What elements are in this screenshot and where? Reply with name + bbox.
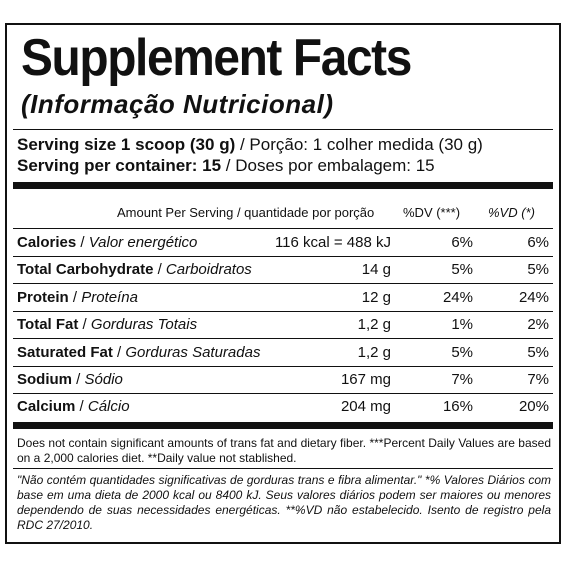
nutrient-name-portuguese: Gorduras Saturadas (125, 343, 261, 361)
nutrient-name-english: Protein (17, 288, 69, 306)
nutrient-name-english: Total Carbohydrate (17, 261, 154, 279)
nutrient-name: Total Fat / Gorduras Totais (17, 316, 197, 334)
footnote-divider (13, 468, 553, 469)
nutrient-name-english: Saturated Fat (17, 343, 113, 361)
header-divider (13, 228, 553, 229)
valor-diario-percent: 6% (527, 234, 549, 251)
divider (13, 129, 553, 130)
nutrient-name-english: Sodium (17, 371, 72, 388)
name-separator: / (112, 343, 126, 361)
nutrient-amount: 1,2 g (357, 343, 391, 361)
nutrient-name: Saturated Fat / Gorduras Saturadas (17, 344, 260, 362)
nutrient-name: Calories / Valor energético (17, 234, 197, 252)
row-divider (13, 393, 553, 394)
nutrient-row: Protein / Proteína 12 g 24% 24% (13, 285, 553, 312)
valor-diario-percent: 24% (518, 288, 549, 306)
name-separator: / (75, 398, 88, 416)
serving-size-translation: / Porção: 1 colher medida (30 g) (235, 135, 483, 154)
daily-value-percent: 5% (451, 261, 473, 279)
row-divider (13, 283, 553, 285)
nutrient-name-portuguese: Proteína (81, 288, 138, 306)
nutrient-amount: 167 mg (340, 371, 391, 388)
name-separator: / (76, 234, 89, 251)
panel-subtitle: (Informação Nutricional) (21, 89, 334, 119)
servings-per-container: Serving per container: 15 / Doses por em… (17, 156, 435, 176)
thick-divider (13, 182, 553, 189)
daily-value-percent: 24% (442, 288, 473, 306)
row-divider (13, 365, 553, 367)
daily-value-percent: 1% (451, 316, 473, 334)
nutrient-row: Total Carbohydrate / Carboidratos 14 g 5% 5… (13, 257, 553, 285)
nutrient-name-english: Total Fat (17, 316, 79, 334)
nutrient-name: Sodium / Sódio (17, 371, 123, 389)
servings-per-container-label: Serving per container: 15 (17, 156, 222, 175)
nutrient-name-portuguese: Cálcio (87, 398, 130, 416)
supplement-facts-panel: Supplement Facts (Informação Nutricional… (5, 23, 561, 544)
serving-size-label: Serving size 1 scoop (30 g) (17, 135, 236, 154)
nutrient-amount: 116 kcal = 488 kJ (274, 234, 391, 251)
name-separator: / (72, 371, 85, 388)
footnote-english: Does not contain significant amounts of … (17, 436, 551, 465)
nutrient-row: Sodium / Sódio 167 mg 7% 7% (13, 367, 553, 394)
valor-diario-percent: 5% (527, 261, 549, 279)
name-separator: / (78, 316, 91, 334)
nutrient-name: Calcium / Cálcio (17, 398, 130, 416)
daily-value-percent: 6% (451, 234, 473, 251)
nutrient-amount: 12 g (361, 288, 391, 306)
dv-header-portuguese: %VD (*) (488, 205, 535, 220)
serving-size: Serving size 1 scoop (30 g) / Porção: 1 … (17, 135, 483, 155)
row-divider (13, 338, 553, 340)
daily-value-percent: 5% (451, 343, 473, 361)
nutrient-name-english: Calcium (17, 398, 76, 416)
nutrient-name-portuguese: Valor energético (88, 234, 198, 251)
daily-value-percent: 7% (451, 371, 473, 388)
nutrient-name-portuguese: Gorduras Totais (90, 316, 198, 334)
amount-per-serving-header: Amount Per Serving / quantidade por porç… (117, 205, 375, 220)
valor-diario-percent: 20% (518, 398, 549, 416)
row-divider (13, 256, 553, 257)
valor-diario-percent: 5% (527, 343, 549, 361)
nutrient-amount: 14 g (361, 261, 391, 279)
nutrient-name: Total Carbohydrate / Carboidratos (17, 261, 252, 279)
nutrient-name-portuguese: Sódio (84, 371, 123, 388)
servings-per-container-translation: / Doses por embalagem: 15 (221, 156, 435, 175)
panel-title: Supplement Facts (21, 29, 412, 87)
nutrient-row: Calcium / Cálcio 204 mg 16% 20% (13, 394, 553, 421)
dv-header-english: %DV (***) (403, 205, 461, 220)
nutrient-row: Total Fat / Gorduras Totais 1,2 g 1% 2% (13, 312, 553, 340)
footnote-portuguese: "Não contém quantidades significativas d… (17, 473, 551, 532)
nutrient-amount: 1,2 g (357, 316, 391, 334)
row-divider (13, 310, 553, 312)
nutrient-name: Protein / Proteína (17, 289, 138, 307)
thick-divider-bottom (13, 422, 553, 429)
valor-diario-percent: 7% (527, 371, 549, 388)
nutrient-row: Saturated Fat / Gorduras Saturadas 1,2 g 5… (13, 340, 553, 367)
name-separator: / (153, 261, 166, 279)
daily-value-percent: 16% (442, 398, 473, 416)
nutrient-row: Calories / Valor energético 116 kcal = 48… (13, 230, 553, 257)
nutrient-amount: 204 mg (340, 398, 391, 416)
name-separator: / (68, 288, 82, 306)
valor-diario-percent: 2% (527, 316, 549, 334)
nutrient-name-english: Calories (17, 234, 77, 251)
nutrient-name-portuguese: Carboidratos (165, 261, 252, 279)
